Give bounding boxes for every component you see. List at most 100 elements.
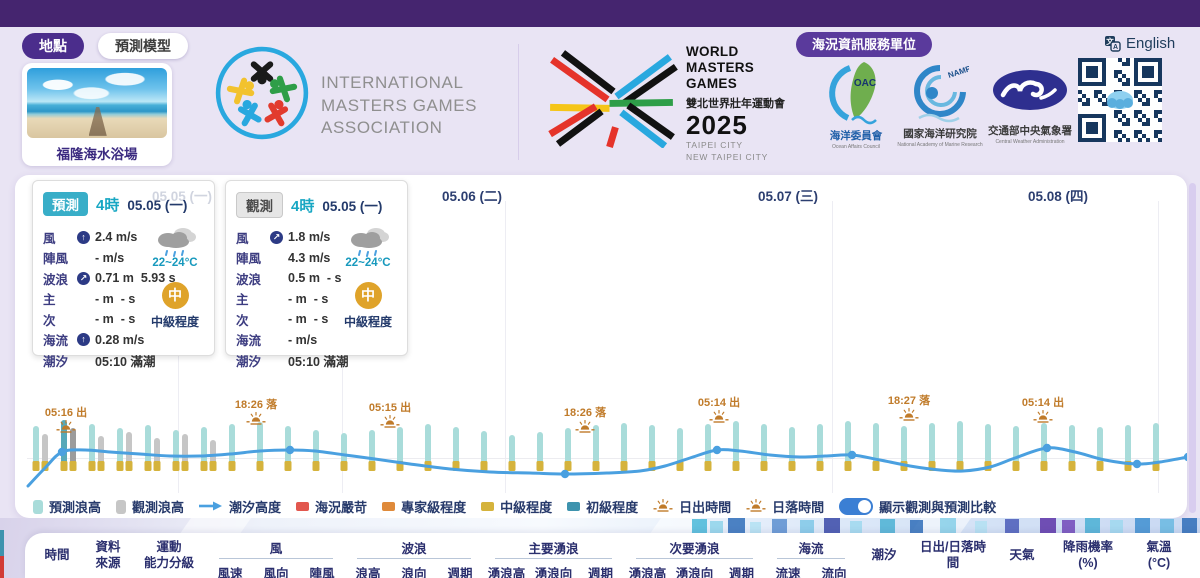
toggle-label: 顯示觀測與預測比較 bbox=[879, 500, 997, 515]
language-label: English bbox=[1126, 35, 1176, 52]
rain-cloud-icon bbox=[158, 228, 196, 257]
legend-label: 初級程度 bbox=[586, 500, 639, 515]
forecast-wave-bar[interactable] bbox=[817, 424, 823, 471]
forecast-wave-bar[interactable] bbox=[565, 428, 571, 471]
forecast-wave-bar[interactable] bbox=[985, 424, 991, 471]
forecast-wave-bar[interactable] bbox=[649, 425, 655, 471]
direction-icon-slot: ↗ bbox=[270, 230, 288, 244]
table-group-主要湧浪: 主要湧浪 湧浪高 湧浪向 週期 bbox=[483, 536, 624, 578]
forecast-wave-bar[interactable] bbox=[397, 427, 403, 471]
forecast-wave-bar[interactable] bbox=[173, 430, 179, 471]
sunset-annotation: 18:27 落 bbox=[874, 392, 944, 426]
forecast-wave-bar[interactable] bbox=[201, 427, 207, 471]
forecast-wave-bar[interactable] bbox=[257, 422, 263, 471]
legend-label: 日出時間 bbox=[679, 500, 732, 515]
intermediate-level-marker bbox=[97, 461, 105, 471]
table-group-海流: 海流 流速 流向 bbox=[765, 536, 857, 578]
column-header: 降雨機率 (%) bbox=[1049, 536, 1127, 576]
forecast-wave-bar[interactable] bbox=[845, 421, 851, 471]
forecast-wave-bar[interactable] bbox=[1125, 425, 1131, 471]
vertical-scrollbar[interactable] bbox=[1189, 183, 1196, 513]
legend-label: 海況嚴苛 bbox=[315, 500, 368, 515]
forecast-wave-bar[interactable] bbox=[1069, 425, 1075, 471]
column-header: 湧浪向 bbox=[675, 567, 714, 578]
column-header: 流速 bbox=[775, 567, 801, 578]
forecast-wave-bar[interactable] bbox=[957, 421, 963, 471]
forecast-wave-bar[interactable] bbox=[621, 423, 627, 471]
forecast-wave-bar[interactable] bbox=[117, 428, 123, 471]
column-header: 浪高 bbox=[355, 567, 381, 578]
language-button[interactable]: 文 A English bbox=[1104, 35, 1175, 52]
card-row: 陣風 4.3 m/s bbox=[236, 248, 348, 269]
card-row: 波浪 0.5 m - s bbox=[236, 268, 348, 289]
card-row-label: 主 bbox=[236, 293, 249, 308]
direction-arrow-icon: ↑ bbox=[77, 333, 90, 347]
forecast-wave-bar[interactable] bbox=[789, 427, 795, 471]
level-badge: 中 bbox=[354, 282, 382, 309]
forecast-wave-bar[interactable] bbox=[425, 424, 431, 471]
column-header: 日出/日落時間 bbox=[911, 536, 995, 576]
edge-decoration-teal bbox=[0, 530, 4, 556]
legend-label: 中級程度 bbox=[500, 500, 553, 515]
card-row-label: 主 bbox=[43, 293, 56, 308]
forecast-wave-bar[interactable] bbox=[761, 424, 767, 471]
forecast-wave-bar[interactable] bbox=[929, 423, 935, 471]
location-button[interactable]: 地點 bbox=[22, 33, 84, 59]
org-cwa[interactable]: 交通部中央氣象署 Central Weather Administration bbox=[984, 68, 1076, 145]
forecast-wave-bar[interactable] bbox=[593, 425, 599, 471]
column-header: 陣風 bbox=[309, 567, 335, 578]
sunrise-icon bbox=[1008, 409, 1078, 428]
org-namr[interactable]: NAMR 國家海洋研究院 National Academy of Marine … bbox=[897, 62, 982, 148]
intermediate-level-marker bbox=[340, 461, 348, 471]
comparison-toggle[interactable] bbox=[839, 498, 874, 515]
card-row-label: 潮汐 bbox=[43, 354, 69, 369]
org-cwa-name: 交通部中央氣象署 bbox=[988, 125, 1072, 137]
forecast-wave-bar[interactable] bbox=[61, 420, 67, 471]
legend-item: 中級程度 bbox=[481, 497, 552, 516]
forecast-model-button[interactable]: 預測模型 bbox=[98, 33, 188, 59]
forecast-wave-bar[interactable] bbox=[453, 427, 459, 471]
forecast-wave-bar[interactable] bbox=[733, 421, 739, 471]
forecast-wave-bar[interactable] bbox=[229, 424, 235, 471]
legend-item: 海況嚴苛 bbox=[296, 497, 367, 516]
forecast-wave-bar[interactable] bbox=[705, 424, 711, 471]
mosaic-square bbox=[800, 520, 814, 534]
legend-item: 預測浪高 bbox=[33, 497, 101, 516]
tide-marker-dot bbox=[1042, 443, 1052, 453]
intermediate-level-marker bbox=[284, 461, 292, 471]
tide-marker-dot bbox=[57, 447, 67, 457]
intermediate-level-marker bbox=[125, 461, 133, 471]
column-header-line: 資料 bbox=[95, 540, 121, 555]
intermediate-level-marker bbox=[144, 461, 152, 471]
wmg-title-line: WORLD bbox=[686, 44, 739, 59]
sunrise-annotation: 05:15 出 bbox=[355, 399, 425, 433]
card-row: 風 ↗ 1.8 m/s bbox=[236, 227, 348, 248]
location-card[interactable]: 福隆海水浴場 bbox=[22, 63, 172, 166]
observation-tooltip-card: 觀測 4時 05.05 (一) 風 ↗ 1.8 m/s 陣風 4.3 m/s 波浪 0.5 … bbox=[225, 180, 408, 369]
forecast-wave-bar[interactable] bbox=[901, 426, 907, 471]
org-oac[interactable]: OAC 海洋委員會 Ocean Affairs Council bbox=[816, 58, 896, 150]
intermediate-level-marker bbox=[956, 461, 964, 471]
forecast-wave-bar[interactable] bbox=[369, 430, 375, 471]
column-header-line: 天氣 bbox=[1009, 548, 1035, 563]
column-header-line: 潮汐 bbox=[871, 548, 897, 563]
table-group-columns: 湧浪高 湧浪向 週期 bbox=[483, 559, 624, 578]
table-group-label: 主要湧浪 bbox=[495, 538, 612, 559]
column-header: 週期 bbox=[447, 567, 473, 578]
forecast-wave-bar[interactable] bbox=[33, 426, 39, 471]
column-header-line: 運動 bbox=[156, 540, 182, 555]
card-row: 陣風 - m/s bbox=[43, 248, 155, 269]
intermediate-level-marker bbox=[172, 461, 180, 471]
column-header: 湧浪高 bbox=[487, 567, 526, 578]
top-bar bbox=[0, 0, 1200, 27]
forecast-wave-bar[interactable] bbox=[89, 424, 95, 471]
forecast-wave-bar[interactable] bbox=[1153, 423, 1159, 471]
legend-label: 日落時間 bbox=[772, 500, 825, 515]
edge-decoration-red bbox=[0, 556, 4, 578]
legend-item: 日落時間 bbox=[746, 497, 824, 516]
forecast-wave-bar[interactable] bbox=[145, 425, 151, 471]
card-row-label: 海流 bbox=[43, 334, 69, 349]
intermediate-level-marker bbox=[564, 461, 572, 471]
imga-wordmark-line: INTERNATIONAL bbox=[321, 73, 464, 92]
level-label: 中級程度 bbox=[343, 315, 392, 329]
